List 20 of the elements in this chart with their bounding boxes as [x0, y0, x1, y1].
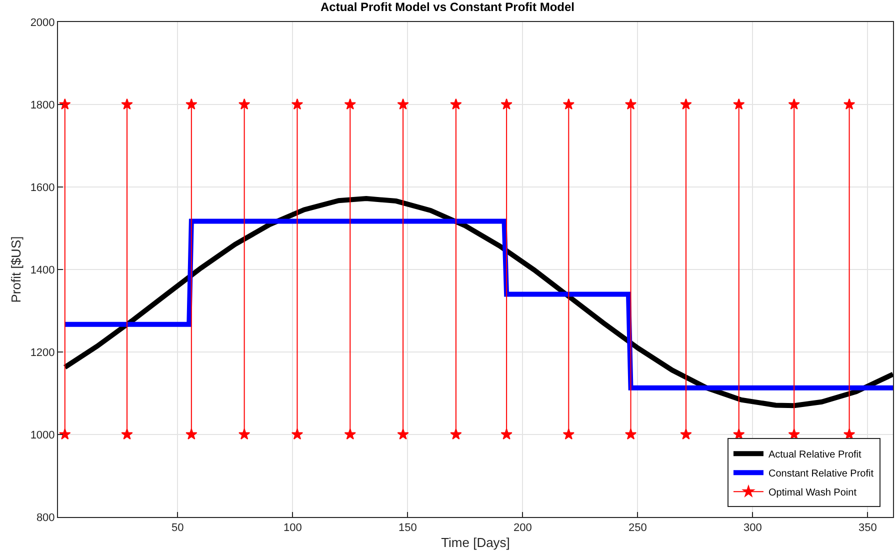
x-tick-label: 150 [398, 522, 417, 534]
y-axis-title: Profit [$US] [8, 236, 24, 303]
y-tick-label: 1600 [30, 182, 55, 194]
y-tick-label: 2000 [30, 16, 55, 29]
x-tick-label: 300 [744, 522, 762, 534]
legend-label: Constant Relative Profit [768, 468, 874, 480]
y-tick-label: 1200 [30, 346, 55, 359]
y-tick-label: 1400 [30, 264, 55, 276]
y-tick-label: 800 [36, 512, 55, 524]
legend-label: Actual Relative Profit [768, 450, 862, 460]
x-tick-label: 50 [171, 522, 184, 534]
x-tick-label: 200 [513, 522, 532, 534]
x-tick-label: 100 [283, 522, 302, 534]
x-tick-label: 350 [858, 522, 877, 534]
x-tick-label: 250 [628, 522, 647, 534]
chart-title: Actual Profit Model vs Constant Profit Model [320, 0, 575, 14]
y-tick-label: 1800 [30, 99, 55, 112]
legend-label: Optimal Wash Point [768, 488, 857, 498]
y-tick-label: 1000 [30, 429, 55, 442]
x-axis-title: Time [Days] [441, 534, 510, 550]
